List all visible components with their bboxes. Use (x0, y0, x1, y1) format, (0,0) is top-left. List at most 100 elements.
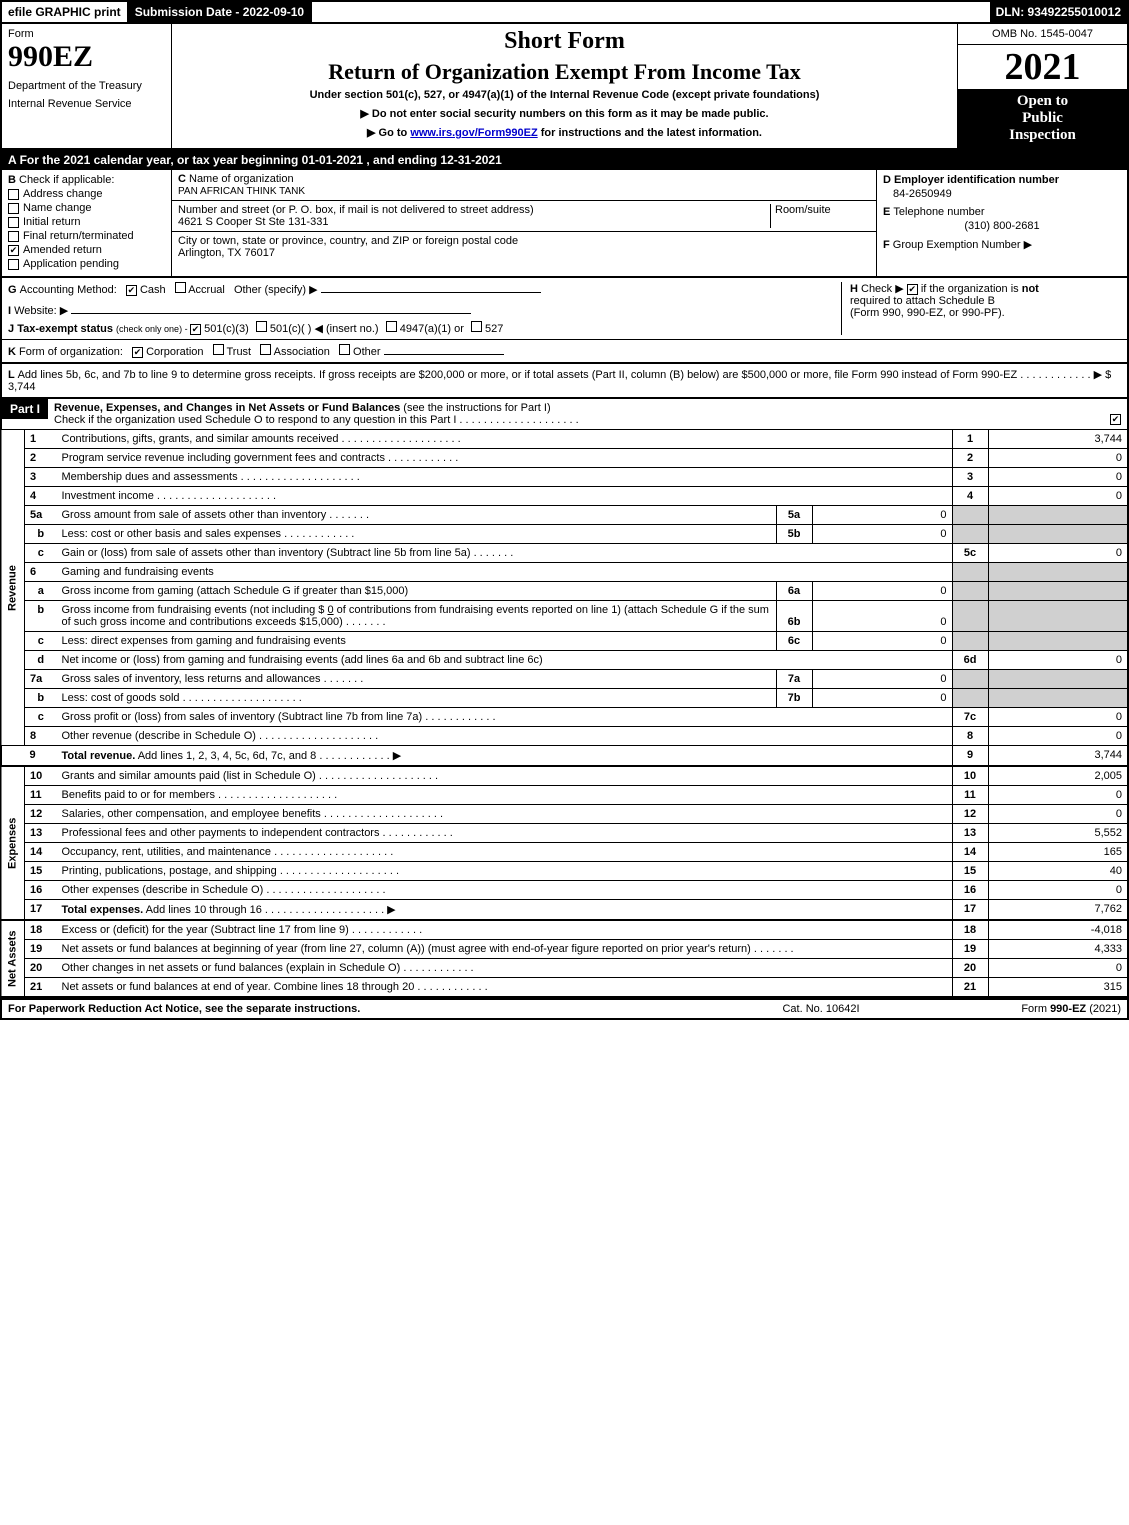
chk-assoc[interactable] (260, 344, 271, 355)
section-C: C Name of organization PAN AFRICAN THINK… (172, 170, 877, 276)
chk-part1-schedO[interactable] (1110, 414, 1121, 425)
org-name: PAN AFRICAN THINK TANK (178, 186, 305, 197)
chk-4947[interactable] (386, 321, 397, 332)
chk-501c[interactable] (256, 321, 267, 332)
val-3: 0 (988, 468, 1128, 487)
chk-trust[interactable] (213, 344, 224, 355)
part1-sub: (see the instructions for Part I) (403, 402, 550, 414)
val-5c: 0 (988, 544, 1128, 563)
goto-line: Go to www.irs.gov/Form990EZ for instruct… (178, 126, 951, 139)
footer-left: For Paperwork Reduction Act Notice, see … (8, 1003, 721, 1015)
k-lbl: Form of organization: (19, 346, 123, 358)
val-10: 2,005 (988, 766, 1128, 786)
val-6d: 0 (988, 651, 1128, 670)
section-B: B Check if applicable: Address change Na… (2, 170, 172, 276)
other-input[interactable] (321, 292, 541, 293)
spacer (312, 2, 989, 22)
val-5b: 0 (812, 525, 952, 544)
val-6a: 0 (812, 582, 952, 601)
e-lbl: Telephone number (893, 206, 984, 218)
chk-corp[interactable] (132, 347, 143, 358)
lines-table: Revenue 1Contributions, gifts, grants, a… (0, 429, 1129, 998)
chk-initial-return[interactable]: Initial return (8, 216, 165, 228)
form-word: Form (8, 28, 165, 40)
chk-527[interactable] (471, 321, 482, 332)
inspection: Inspection (962, 127, 1123, 144)
tab-net-assets: Net Assets (1, 920, 25, 997)
j-sub: (check only one) - (116, 324, 190, 334)
chk-accrual[interactable] (175, 282, 186, 293)
l-text: Add lines 5b, 6c, and 7b to line 9 to de… (18, 369, 1018, 381)
info-grid: B Check if applicable: Address change Na… (0, 170, 1129, 278)
val-6b: 0 (812, 601, 952, 632)
b-hdr: Check if applicable: (19, 174, 114, 186)
public: Public (962, 110, 1123, 127)
website-input[interactable] (71, 313, 471, 314)
val-21: 315 (988, 978, 1128, 998)
d-lbl: Employer identification number (894, 174, 1059, 186)
val-4: 0 (988, 487, 1128, 506)
phone: (310) 800-2681 (883, 220, 1121, 232)
part1-label: Part I (2, 399, 48, 419)
val-17: 7,762 (988, 900, 1128, 921)
dept-irs: Internal Revenue Service (8, 98, 165, 110)
other-org-input[interactable] (384, 354, 504, 355)
val-6c: 0 (812, 632, 952, 651)
val-14: 165 (988, 843, 1128, 862)
room-lbl: Room/suite (775, 204, 831, 216)
g-lbl: Accounting Method: (20, 284, 117, 296)
chk-final-return[interactable]: Final return/terminated (8, 230, 165, 242)
chk-501c3[interactable] (190, 324, 201, 335)
val-7a: 0 (812, 670, 952, 689)
section-H: H Check ▶ if the organization is not req… (841, 282, 1121, 335)
dept-treasury: Department of the Treasury (8, 80, 165, 92)
val-9: 3,744 (988, 746, 1128, 767)
tab-revenue: Revenue (1, 430, 25, 746)
ein: 84-2650949 (893, 188, 1121, 200)
val-8: 0 (988, 727, 1128, 746)
val-7b: 0 (812, 689, 952, 708)
goto-pre: Go to (379, 127, 411, 139)
section-L: L Add lines 5b, 6c, and 7b to line 9 to … (0, 364, 1129, 397)
c-city-lbl: City or town, state or province, country… (178, 235, 518, 247)
goto-link[interactable]: www.irs.gov/Form990EZ (410, 127, 537, 139)
i-lbl: Website: ▶ (14, 305, 68, 317)
header-right: OMB No. 1545-0047 2021 Open to Public In… (957, 24, 1127, 148)
val-2: 0 (988, 449, 1128, 468)
section-K: K Form of organization: Corporation Trus… (0, 340, 1129, 364)
tax-year: 2021 (958, 45, 1127, 89)
f-arrow: ▶ (1024, 239, 1032, 251)
c-name-lbl: Name of organization (189, 173, 294, 185)
chk-other-org[interactable] (339, 344, 350, 355)
submission-date: Submission Date - 2022-09-10 (129, 2, 312, 22)
val-18: -4,018 (988, 920, 1128, 940)
chk-cash[interactable] (126, 285, 137, 296)
form-header: Form 990EZ Department of the Treasury In… (0, 24, 1129, 150)
org-city: Arlington, TX 76017 (178, 247, 275, 259)
short-form-title: Short Form (178, 28, 951, 55)
page-footer: For Paperwork Reduction Act Notice, see … (0, 998, 1129, 1020)
return-title: Return of Organization Exempt From Incom… (178, 59, 951, 85)
chk-address-change[interactable]: Address change (8, 188, 165, 200)
section-GH: G Accounting Method: Cash Accrual Other … (0, 278, 1129, 340)
nossn-warning: Do not enter social security numbers on … (178, 107, 951, 120)
part1-hdr: Revenue, Expenses, and Changes in Net As… (54, 402, 400, 414)
part1-header: Part I Revenue, Expenses, and Changes in… (0, 397, 1129, 429)
open-to: Open to (962, 93, 1123, 110)
open-public: Open to Public Inspection (958, 89, 1127, 148)
chk-name-change[interactable]: Name change (8, 202, 165, 214)
section-DEF: D Employer identification number 84-2650… (877, 170, 1127, 276)
val-13: 5,552 (988, 824, 1128, 843)
part1-check: Check if the organization used Schedule … (54, 414, 456, 426)
footer-right: Form 990-EZ (2021) (921, 1003, 1121, 1015)
top-bar: efile GRAPHIC print Submission Date - 20… (0, 0, 1129, 24)
header-center: Short Form Return of Organization Exempt… (172, 24, 957, 148)
chk-amended-return[interactable]: Amended return (8, 244, 165, 256)
form-number: 990EZ (8, 40, 165, 74)
val-5a: 0 (812, 506, 952, 525)
chk-H[interactable] (907, 284, 918, 295)
chk-application-pending[interactable]: Application pending (8, 258, 165, 270)
val-20: 0 (988, 959, 1128, 978)
goto-post: for instructions and the latest informat… (541, 127, 762, 139)
val-19: 4,333 (988, 940, 1128, 959)
